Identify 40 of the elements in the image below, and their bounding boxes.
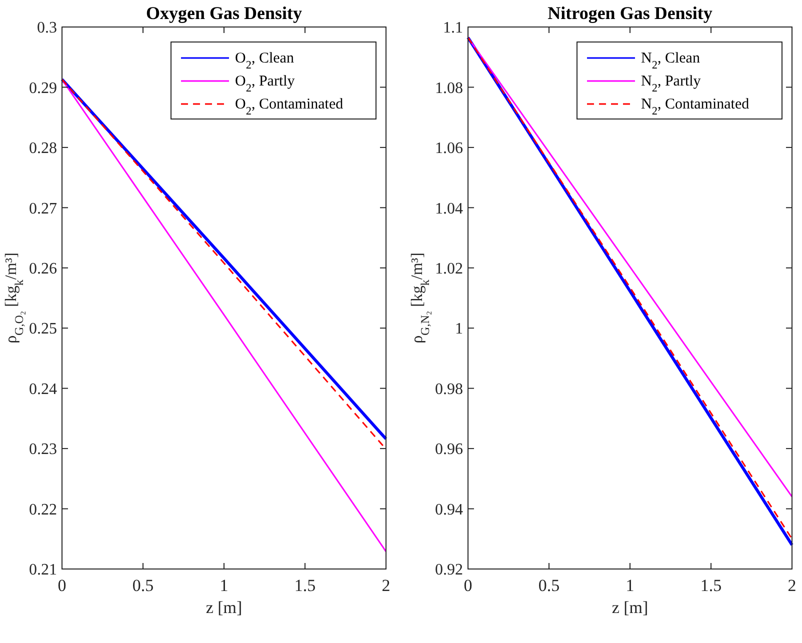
x-tick-label: 2 (788, 576, 796, 595)
x-tick-label: 1 (220, 576, 228, 595)
y-tick-label: 1.08 (435, 80, 463, 97)
y-tick-label: 1.04 (435, 200, 463, 218)
legend-label: N$_{2}$, Partly (641, 74, 702, 94)
chart-title: Nitrogen Gas Density (548, 3, 712, 23)
x-axis-title: z [m] (206, 598, 242, 617)
legend-label: O$_{2}$, Clean (235, 50, 294, 72)
y-tick-label: 0.3 (37, 20, 57, 37)
x-tick-label: 2 (382, 576, 390, 595)
x-tick-label: 1.5 (294, 576, 316, 595)
x-axis-title: z [m] (612, 598, 648, 617)
chart-title: Oxygen Gas Density (146, 3, 302, 23)
x-tick-label: 0.5 (538, 576, 560, 595)
x-tick-label: 0.5 (132, 576, 154, 595)
x-tick-label: 1.5 (700, 576, 722, 595)
legend-label: N$_{2}$, Contaminated (641, 96, 750, 118)
y-tick-label: 0.94 (435, 501, 463, 518)
y-tick-label: 0.98 (435, 380, 463, 398)
legend-label: O$_{2}$, Partly (235, 74, 296, 94)
x-tick-label: 1 (626, 576, 634, 595)
y-tick-label: 0.26 (29, 260, 57, 278)
y-tick-label: 0.23 (29, 441, 57, 458)
y-tick-label: 0.28 (29, 140, 57, 158)
y-tick-label: 0.25 (29, 320, 57, 338)
y-tick-label: 1 (455, 320, 463, 338)
y-tick-label: 0.29 (29, 80, 57, 97)
legend-label: O$_{2}$, Contaminated (235, 96, 344, 118)
y-tick-label: 0.24 (29, 380, 57, 398)
y-tick-label: 0.96 (435, 441, 463, 458)
y-tick-label: 1.06 (435, 140, 463, 158)
y-tick-label: 1.02 (435, 260, 463, 278)
y-tick-label: 0.22 (29, 501, 57, 518)
y-tick-label: 0.21 (29, 562, 57, 579)
legend-label: N$_{2}$, Clean (641, 50, 700, 72)
x-tick-label: 0 (464, 576, 472, 595)
x-tick-label: 0 (58, 576, 66, 595)
y-tick-label: 0.92 (435, 562, 463, 579)
y-tick-label: 1.1 (443, 20, 463, 37)
y-tick-label: 0.27 (29, 200, 57, 218)
